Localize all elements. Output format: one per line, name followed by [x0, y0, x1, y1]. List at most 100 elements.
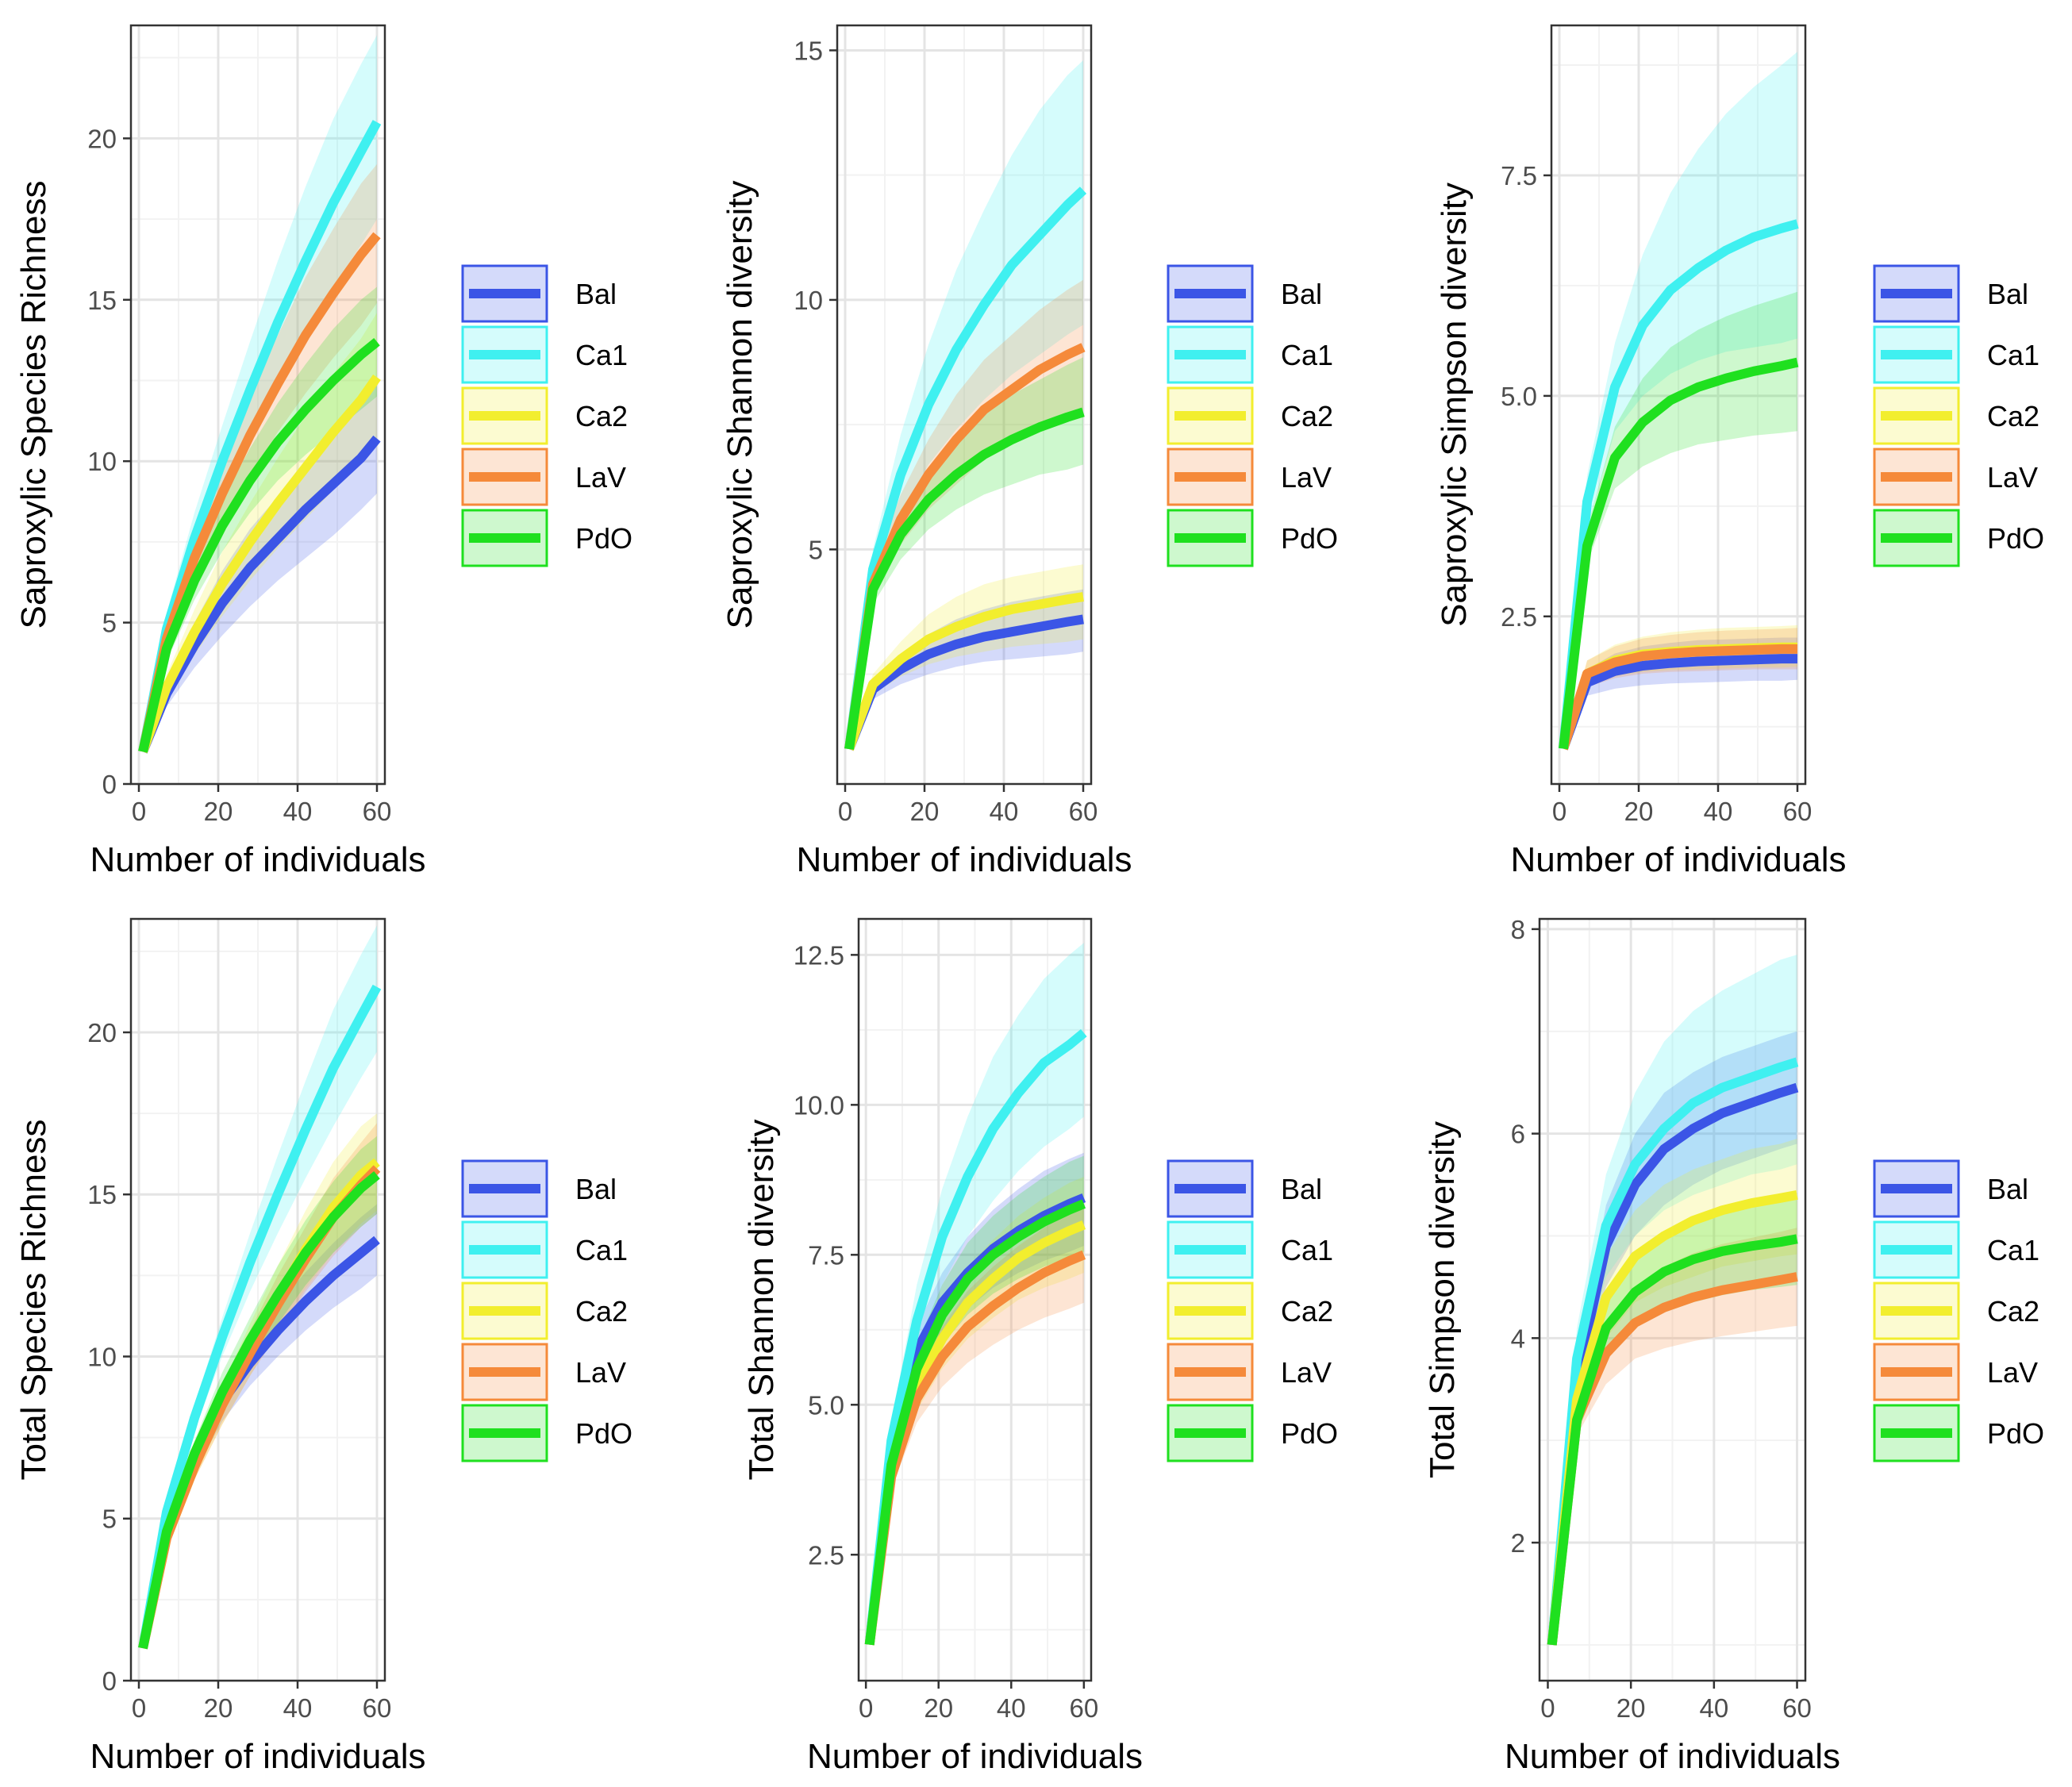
y-tick-label: 10	[87, 1342, 117, 1371]
ribbon-pdo	[1563, 291, 1797, 749]
legend-label: LaV	[575, 461, 626, 494]
legend-label: Ca1	[1281, 1234, 1333, 1266]
y-tick-label: 20	[87, 124, 117, 153]
y-tick-label: 10	[87, 447, 117, 476]
y-tick-label: 15	[87, 1180, 117, 1209]
legend-label: LaV	[1987, 461, 2038, 494]
y-tick-label: 15	[794, 36, 823, 65]
ribbon-ca1	[1563, 52, 1797, 749]
legend-label: PdO	[1281, 1417, 1338, 1450]
legend-item-lav: LaV	[461, 448, 626, 506]
legend-item-bal: Bal	[461, 264, 617, 323]
legend-label: PdO	[575, 1417, 632, 1450]
chart-panel-6: 0 20 40 60 2 4 6 8 Number of individuals Total Si…	[1423, 915, 2044, 1776]
y-tick-label: 10	[794, 286, 823, 315]
legend-item-ca2: Ca2	[461, 1282, 628, 1340]
x-tick-label: 20	[1624, 797, 1654, 826]
legend-label: LaV	[575, 1356, 626, 1389]
legend-label: Bal	[1281, 278, 1322, 310]
legend-item-lav: LaV	[1873, 448, 2038, 506]
x-tick-label: 40	[997, 1693, 1026, 1723]
ribbon-pdo	[1551, 1193, 1797, 1645]
y-tick-label: 7.5	[808, 1240, 844, 1270]
ribbon-pdo	[143, 286, 377, 752]
x-tick-label: 20	[204, 1693, 233, 1723]
series-line-bal	[1559, 654, 1797, 751]
chart-panel-1: 0 20 40 60 0 5 10 15 20 Number of individuals Sapr…	[14, 24, 632, 879]
legend: Bal Ca1 Ca2 LaV PdO	[461, 1159, 632, 1462]
ribbon-lav	[849, 279, 1083, 749]
legend-item-bal: Bal	[1873, 1159, 2028, 1218]
legend-item-pdo: PdO	[461, 509, 632, 567]
series-line-pdo	[138, 1171, 380, 1650]
x-tick-label: 60	[1783, 797, 1813, 826]
legend-label: Ca2	[575, 1295, 628, 1328]
x-tick-label: 60	[363, 1693, 392, 1723]
x-tick-label: 60	[1069, 1693, 1098, 1723]
y-axis-title: Total Shannon diversity	[742, 1120, 781, 1481]
x-axis-title: Number of individuals	[1505, 1737, 1840, 1776]
y-axis-title: Saproxylic Species Richness	[14, 181, 53, 629]
legend-label: Ca2	[1987, 400, 2039, 432]
legend-item-pdo: PdO	[1873, 1404, 2044, 1462]
series-line-ca1	[864, 1028, 1087, 1646]
x-tick-label: 60	[1069, 797, 1098, 826]
legend-label: Bal	[575, 1173, 617, 1205]
legend-item-ca2: Ca2	[1873, 386, 2039, 445]
x-tick-label: 40	[990, 797, 1019, 826]
legend-item-ca2: Ca2	[1167, 386, 1333, 445]
x-tick-label: 20	[204, 797, 233, 826]
legend-label: Bal	[1987, 1173, 2028, 1205]
panel-border	[129, 24, 386, 786]
legend-item-ca2: Ca2	[1167, 1282, 1333, 1340]
legend: Bal Ca1 Ca2 LaV PdO	[461, 264, 632, 567]
legend: Bal Ca1 Ca2 LaV PdO	[1167, 1159, 1338, 1462]
series-line-ca1	[138, 984, 382, 1650]
legend-label: LaV	[1281, 461, 1332, 494]
y-tick-label: 10.0	[794, 1090, 844, 1120]
series-line-pdo	[138, 338, 380, 753]
y-axis-title: Saproxylic Shannon diversity	[721, 181, 759, 629]
legend-label: PdO	[1281, 522, 1338, 555]
legend: Bal Ca1 Ca2 LaV PdO	[1873, 264, 2044, 567]
ribbon-ca1	[869, 943, 1084, 1645]
legend-item-pdo: PdO	[461, 1404, 632, 1462]
x-tick-label: 0	[859, 1693, 873, 1723]
x-tick-label: 40	[1704, 797, 1733, 826]
legend-item-ca2: Ca2	[461, 386, 628, 445]
legend: Bal Ca1 Ca2 LaV PdO	[1167, 264, 1338, 567]
legend-label: LaV	[1987, 1356, 2038, 1389]
legend-label: PdO	[1987, 522, 2044, 555]
x-axis-title: Number of individuals	[90, 1737, 425, 1776]
chart-panel-5: 0 20 40 60 2.5 5.0 7.5 10.0 12.5 Number of indivi…	[742, 917, 1338, 1776]
legend-label: PdO	[1987, 1417, 2044, 1450]
ribbon-ca2	[869, 1177, 1084, 1645]
y-tick-label: 7.5	[1501, 161, 1537, 190]
x-axis-title: Number of individuals	[90, 840, 425, 879]
legend-item-ca1: Ca1	[1873, 1220, 2039, 1279]
legend-label: Ca1	[1281, 339, 1333, 371]
x-axis-title: Number of individuals	[807, 1737, 1143, 1776]
series-line-lav	[1559, 644, 1797, 751]
series-line-ca2	[138, 374, 381, 754]
x-tick-label: 40	[283, 797, 313, 826]
x-tick-label: 60	[363, 797, 392, 826]
legend-label: Ca1	[575, 339, 628, 371]
ribbon-ca1	[1551, 955, 1797, 1645]
legend: Bal Ca1 Ca2 LaV PdO	[1873, 1159, 2044, 1462]
series-line-pdo	[1547, 1234, 1798, 1646]
y-axis-title: Saproxylic Simpson diversity	[1435, 183, 1474, 627]
chart-panel-4: 0 20 40 60 0 5 10 15 20 Number of individuals Tota…	[14, 917, 632, 1776]
legend-item-ca1: Ca1	[1167, 1220, 1333, 1279]
y-tick-label: 5	[102, 1505, 117, 1534]
x-tick-label: 20	[910, 797, 940, 826]
legend-item-bal: Bal	[461, 1159, 617, 1218]
legend-label: LaV	[1281, 1356, 1332, 1389]
y-tick-label: 0	[102, 1666, 117, 1696]
legend-label: Ca2	[1281, 400, 1333, 432]
x-tick-label: 60	[1782, 1693, 1812, 1723]
legend-label: Ca1	[1987, 1234, 2039, 1266]
y-tick-label: 4	[1511, 1324, 1525, 1353]
y-tick-label: 5	[809, 535, 823, 564]
x-tick-label: 0	[838, 797, 852, 826]
